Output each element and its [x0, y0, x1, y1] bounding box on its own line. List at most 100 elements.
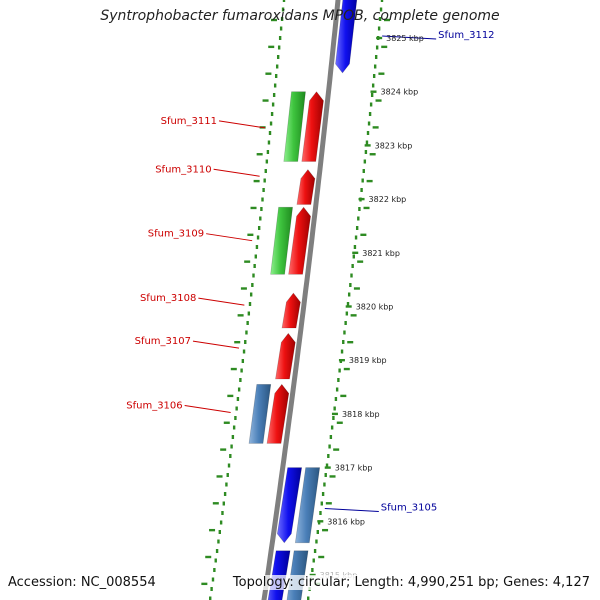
inner-ring-dash: [270, 18, 277, 22]
inner-ring-dot: [268, 131, 272, 135]
inner-ring-dot: [241, 359, 245, 363]
outer-ring-dot: [380, 0, 384, 2]
gene-feature-sfum3112-cds[interactable]: [335, 0, 359, 74]
inner-ring-dash: [253, 179, 260, 183]
inner-ring-dash: [256, 153, 263, 156]
inner-ring-dot: [245, 330, 248, 335]
inner-ring-dot: [257, 226, 261, 230]
gene-feature-sfum3105-gene-a[interactable]: [294, 467, 321, 544]
outer-ring-dash: [381, 45, 388, 49]
inner-ring-dot: [227, 463, 231, 468]
inner-ring-dot: [213, 568, 216, 572]
inner-ring-dot: [223, 492, 227, 496]
gene-label-sfum_3109[interactable]: Sfum_3109: [148, 229, 204, 240]
outer-ring-dot: [343, 330, 346, 335]
inner-ring-dot: [274, 74, 278, 78]
gene-label-sfum_3108[interactable]: Sfum_3108: [140, 293, 196, 304]
inner-ring-dash: [234, 341, 241, 344]
outer-ring-dot: [324, 473, 327, 477]
inner-ring-dash: [250, 206, 257, 210]
gene-label-sfum_3110[interactable]: Sfum_3110: [155, 164, 211, 175]
gene-feature-sfum3106-gene[interactable]: [248, 384, 272, 444]
outer-ring-dash: [340, 394, 347, 398]
outer-ring-dot: [358, 207, 361, 211]
outer-ring-dot: [345, 311, 349, 316]
outer-ring-dot: [325, 463, 329, 468]
inner-ring-dash: [209, 528, 216, 532]
outer-ring-dash: [336, 421, 343, 424]
outer-ring-dot: [344, 321, 347, 325]
scale-label: 3820 kbp: [356, 303, 394, 312]
inner-ring-dot: [222, 501, 225, 506]
inner-ring-dot: [234, 416, 237, 420]
inner-ring-dot: [255, 245, 259, 249]
inner-ring-dot: [214, 558, 217, 563]
inner-ring-dot: [281, 7, 285, 12]
inner-ring-dot: [276, 55, 280, 59]
label-leader-lines: [184, 35, 437, 513]
outer-ring-dot: [338, 368, 341, 373]
scale-label: 3821 kbp: [362, 249, 400, 258]
gene-feature-sfum3106-cds[interactable]: [266, 383, 290, 444]
outer-ring-dot: [330, 425, 334, 430]
scale-label: 3819 kbp: [349, 356, 387, 365]
gene-feature-sfum3107-cds[interactable]: [275, 332, 296, 380]
inner-ring-dot: [254, 254, 257, 259]
scale-label: 3817 kbp: [335, 464, 373, 473]
outer-ring-dash: [378, 72, 385, 75]
outer-ring-dot: [327, 454, 330, 458]
outer-ring-dot: [312, 558, 315, 563]
inner-ring-dot: [210, 587, 213, 591]
outer-ring-dash: [363, 206, 370, 210]
inner-ring-dash: [244, 260, 251, 263]
label-leader: [198, 297, 245, 306]
outer-ring-dot: [353, 245, 357, 249]
inner-ring-dot: [256, 235, 260, 240]
inner-ring-dash: [262, 99, 269, 102]
outer-ring-dot: [361, 178, 364, 183]
scale-tick: [338, 359, 345, 362]
scale-label: 3816 kbp: [327, 517, 365, 526]
outer-ring-dash: [375, 99, 382, 102]
gene-label-sfum_3105[interactable]: Sfum_3105: [381, 503, 437, 514]
gene-feature-sfum3111-gene[interactable]: [283, 91, 306, 162]
gene-label-sfum_3111[interactable]: Sfum_3111: [161, 116, 217, 127]
inner-ring-dot: [277, 45, 281, 50]
inner-ring-dash: [212, 502, 219, 505]
inner-ring-dot: [244, 340, 247, 344]
outer-ring-dot: [315, 539, 318, 544]
inner-ring-dot: [239, 378, 242, 382]
gene-feature-sfum3105-cds-a[interactable]: [276, 467, 303, 544]
outer-ring-dash: [343, 367, 350, 371]
scale-label: 3818 kbp: [342, 410, 380, 419]
inner-ring-dot: [231, 435, 235, 439]
gene-label-sfum_3112[interactable]: Sfum_3112: [438, 30, 494, 41]
gene-label-sfum_3106[interactable]: Sfum_3106: [126, 401, 182, 412]
scale-label: 3822 kbp: [369, 195, 407, 204]
outer-ring-dot: [337, 378, 340, 382]
gene-label-sfum_3107[interactable]: Sfum_3107: [135, 336, 191, 347]
inner-ring-dot: [275, 64, 279, 69]
outer-ring-dash: [360, 233, 367, 236]
outer-ring-dot: [329, 435, 333, 439]
label-leader: [206, 233, 253, 242]
inner-ring-dash: [230, 367, 237, 371]
outer-ring-dot: [363, 159, 367, 164]
gene-feature-sfum3109-cds[interactable]: [288, 206, 311, 275]
gene-feature-sfum3108-cds[interactable]: [281, 292, 301, 329]
outer-ring-dash: [347, 341, 354, 344]
inner-ring-dash: [220, 448, 227, 451]
label-leader: [382, 35, 437, 40]
scale-tick: [324, 466, 331, 469]
scale-ticks: [309, 36, 383, 577]
outer-ring-dot: [319, 511, 322, 515]
outer-ring-dot: [378, 17, 382, 21]
gene-feature-sfum3109-gene[interactable]: [270, 206, 293, 275]
outer-ring-dot: [316, 530, 319, 534]
gene-feature-sfum3110-cds[interactable]: [296, 169, 316, 205]
outer-ring-dash: [333, 448, 340, 451]
inner-ring-dash: [205, 555, 212, 559]
outer-ring-dot: [364, 150, 368, 154]
gene-feature-sfum3111-cds[interactable]: [301, 91, 324, 162]
